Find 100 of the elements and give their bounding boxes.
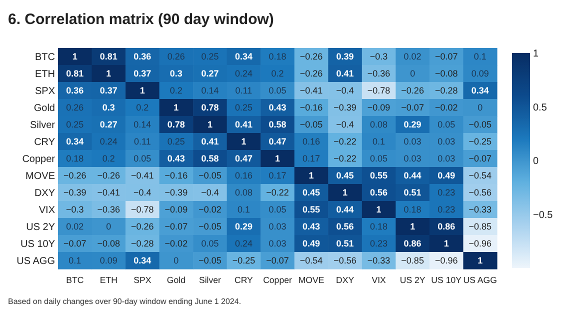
data-label: 0.1 [237, 204, 250, 215]
data-label: −0.4 [134, 188, 152, 198]
data-label: 0.2 [271, 68, 284, 79]
data-label: 0 [478, 102, 483, 113]
y-tick-label: US AGG [16, 256, 56, 267]
data-label: 0.43 [268, 102, 286, 113]
data-label: 0.11 [235, 86, 252, 96]
data-label: 0.29 [404, 120, 422, 130]
data-label: 0.26 [66, 102, 84, 113]
data-label: 0.41 [336, 68, 354, 79]
data-label: 0.17 [268, 170, 286, 181]
data-label: −0.96 [468, 238, 492, 249]
x-tick-label: CRY [234, 275, 254, 285]
data-label: −0.22 [334, 154, 356, 164]
data-label: −0.02 [198, 204, 222, 215]
data-label: 1 [342, 188, 348, 198]
data-label: 0.78 [167, 120, 185, 130]
y-tick-label: US 10Y [20, 239, 56, 250]
data-label: 0.55 [302, 204, 320, 215]
y-tick-label: ETH [35, 69, 55, 80]
data-label: −0.07 [266, 256, 289, 266]
data-label: −0.26 [300, 52, 323, 62]
data-label: 0.27 [100, 120, 118, 130]
data-label: 0.25 [167, 136, 185, 147]
data-label: −0.28 [131, 238, 154, 249]
data-label: −0.4 [336, 86, 354, 96]
data-label: 0.3 [102, 102, 115, 113]
data-label: 0.03 [268, 222, 286, 232]
data-label: 0.05 [201, 238, 219, 249]
data-label: 0.39 [336, 52, 354, 62]
data-label: 1 [444, 238, 449, 249]
x-tick-label: SPX [134, 275, 152, 285]
data-label: −0.25 [468, 136, 492, 147]
data-label: 0.05 [268, 204, 286, 215]
data-label: 0.14 [134, 120, 152, 130]
data-label: 0.56 [370, 188, 388, 198]
data-label: 0.03 [438, 154, 456, 164]
data-label: 0.25 [234, 102, 252, 113]
data-label: 0.08 [370, 120, 388, 130]
color-bar-label: 1 [533, 48, 539, 60]
x-tick-label: US 10Y [431, 275, 462, 285]
color-bar-label: 0 [533, 156, 539, 167]
data-label: 0.23 [438, 204, 456, 215]
data-label: −0.85 [468, 222, 492, 232]
data-label: 0.03 [438, 136, 456, 147]
data-label: 0.49 [302, 238, 320, 249]
data-label: 0.26 [167, 52, 185, 62]
data-label: 0.2 [170, 86, 182, 96]
data-label: 0.05 [134, 154, 152, 164]
data-label: 1 [106, 68, 112, 79]
data-label: 1 [274, 154, 280, 164]
data-label: 0.24 [234, 238, 252, 249]
data-label: −0.09 [367, 102, 390, 113]
data-label: 1 [410, 222, 416, 232]
data-label: −0.78 [367, 86, 390, 96]
data-label: 0.81 [100, 52, 118, 62]
data-label: 1 [72, 52, 78, 62]
data-label: −0.07 [401, 102, 424, 113]
data-label: −0.26 [97, 170, 120, 181]
data-label: −0.54 [468, 170, 492, 181]
data-label: 0.05 [370, 154, 388, 164]
data-label: −0.36 [367, 68, 390, 79]
data-label: 0.51 [404, 188, 422, 198]
data-label: −0.05 [300, 120, 323, 130]
data-label: 0.58 [268, 120, 286, 130]
y-tick-label: Gold [34, 103, 55, 114]
data-label: 0.27 [201, 68, 219, 79]
data-label: −0.33 [367, 256, 390, 266]
y-tick-label: BTC [35, 52, 55, 63]
data-label: 0.17 [302, 154, 320, 164]
data-label: −0.07 [63, 238, 86, 249]
data-label: 1 [207, 120, 212, 130]
x-tick-label: ETH [100, 275, 118, 285]
data-label: 0.24 [234, 68, 252, 79]
data-label: −0.05 [198, 256, 222, 266]
data-label: 0.47 [234, 154, 252, 164]
data-label: −0.85 [401, 256, 424, 266]
data-label: 0.18 [370, 222, 388, 232]
data-label: −0.07 [164, 222, 188, 232]
data-label: 0.78 [201, 102, 219, 113]
data-label: −0.16 [300, 102, 323, 113]
data-label: 0.37 [134, 68, 152, 79]
data-label: −0.09 [164, 204, 188, 215]
y-tick-label: CRY [34, 137, 56, 148]
data-label: 0.37 [100, 86, 118, 96]
data-label: −0.26 [300, 68, 323, 79]
data-label: 0.34 [134, 256, 152, 266]
data-label: 0.1 [68, 256, 82, 266]
data-label: 0.24 [100, 136, 118, 147]
data-label: −0.4 [201, 188, 219, 198]
data-label: 0.03 [404, 136, 422, 147]
y-tick-label: Silver [30, 120, 56, 131]
x-tick-label: VIX [372, 275, 386, 285]
data-label: 0.34 [66, 136, 84, 147]
data-label: −0.08 [97, 238, 120, 249]
x-tick-label: BTC [66, 275, 84, 285]
data-label: −0.22 [334, 136, 356, 147]
data-label: 0.14 [201, 86, 219, 96]
data-label: 0.56 [336, 222, 354, 232]
data-label: 0.49 [438, 170, 456, 181]
